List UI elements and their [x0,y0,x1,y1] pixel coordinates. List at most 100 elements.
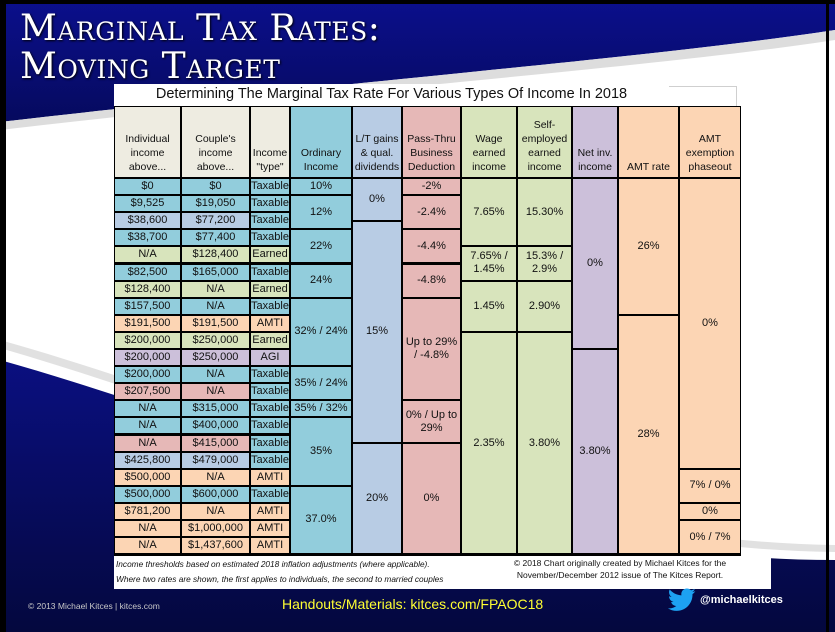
couple-threshold-cell: $1,437,600 [181,537,250,555]
individual-threshold-cell: $200,000 [114,331,181,349]
couple-threshold-cell: N/A [181,383,250,401]
amt-exemption-phaseout-rate: 7% / 0% [679,468,741,503]
ltcg-rate: 20% [352,443,402,555]
individual-threshold-cell: $200,000 [114,366,181,384]
individual-threshold-cell: $207,500 [114,383,181,401]
column-header: AMT rate [618,106,679,178]
credit-line-2: November/December 2012 issue of The Kitc… [516,570,724,580]
net-investment-income-rate: 0% [572,178,618,349]
passthru-deduction-rate: -2.4% [402,195,461,230]
individual-threshold-cell: $425,800 [114,451,181,469]
couple-threshold-cell: $1,000,000 [181,520,250,538]
twitter-bird-icon [668,588,696,611]
wage-income-rate: 2.35% [461,331,517,555]
column-header: L/T gains & qual. dividends [352,106,402,178]
income-type-cell: Taxable [250,195,290,213]
income-type-cell: Taxable [250,434,290,452]
couple-threshold-cell: $0 [181,178,250,196]
couple-threshold-cell: $479,000 [181,451,250,469]
table-title: Determining The Marginal Tax Rate For Va… [155,86,628,102]
income-type-cell: Taxable [250,178,290,196]
individual-threshold-cell: $38,600 [114,212,181,230]
column-header: Individual income above... [114,106,181,178]
column-header: Net inv. income [572,106,618,178]
ordinary-income-rate: 12% [290,195,352,230]
amt-exemption-phaseout-rate: 0% [679,178,741,469]
income-type-cell: Taxable [250,383,290,401]
income-type-cell: Taxable [250,297,290,315]
couple-threshold-cell: $600,000 [181,485,250,503]
note-thresholds: Income thresholds based on estimated 201… [116,559,430,569]
individual-threshold-cell: $38,700 [114,229,181,247]
income-type-cell: Taxable [250,485,290,503]
slide-title: Marginal Tax Rates: Moving Target [20,10,380,86]
self-employed-rate: 15.30% [517,178,572,247]
footer-copyright: © 2013 Michael Kitces | kitces.com [28,601,160,611]
net-investment-income-rate: 3.80% [572,349,618,555]
individual-threshold-cell: $82,500 [114,263,181,281]
income-type-cell: Earned [250,280,290,298]
couple-threshold-cell: $77,200 [181,212,250,230]
individual-threshold-cell: N/A [114,537,181,555]
individual-threshold-cell: N/A [114,246,181,264]
passthru-deduction-rate: 0% / Up to 29% [402,400,461,444]
passthru-deduction-rate: -4.4% [402,229,461,264]
ordinary-income-rate: 35% [290,417,352,486]
income-type-cell: Taxable [250,229,290,247]
ltcg-rate: 15% [352,220,402,444]
ordinary-income-rate: 35% / 32% [290,400,352,418]
income-type-cell: Taxable [250,212,290,230]
amt-exemption-phaseout-rate: 0% / 7% [679,520,741,555]
individual-threshold-cell: N/A [114,400,181,418]
table-title-background [114,84,669,106]
ordinary-income-rate: 32% / 24% [290,297,352,367]
self-employed-rate: 15.3% / 2.9% [517,246,572,281]
column-header: Self-employed earned income [517,106,572,178]
passthru-deduction-rate: Up to 29% / -4.8% [402,297,461,401]
income-type-cell: Taxable [250,263,290,281]
individual-threshold-cell: $200,000 [114,349,181,367]
income-type-cell: AGI [250,349,290,367]
ordinary-income-rate: 35% / 24% [290,366,352,401]
income-type-cell: Taxable [250,366,290,384]
footer-twitter-handle[interactable]: @michaelkitces [700,594,783,606]
couple-threshold-cell: N/A [181,366,250,384]
couple-threshold-cell: $19,050 [181,195,250,213]
ordinary-income-rate: 37.0% [290,485,352,555]
wage-income-rate: 7.65% [461,178,517,247]
couple-threshold-cell: $400,000 [181,417,250,435]
column-header: Ordinary Income [290,106,352,178]
individual-threshold-cell: $781,200 [114,502,181,520]
column-header: Income "type" [250,106,290,178]
individual-threshold-cell: $9,525 [114,195,181,213]
couple-threshold-cell: $250,000 [181,331,250,349]
column-header: Pass-Thru Business Deduction [402,106,461,178]
note-two-rates: Where two rates are shown, the first app… [116,574,444,584]
income-type-cell: AMTI [250,468,290,486]
amt-exemption-phaseout-rate: 0% [679,502,741,520]
footer-handouts-link[interactable]: Handouts/Materials: kitces.com/FPAOC18 [282,596,544,612]
tax-rate-table: Individual income above... Couple's incom… [114,106,741,556]
amt-rate: 28% [618,314,679,555]
couple-threshold-cell: $165,000 [181,263,250,281]
ordinary-income-rate: 10% [290,178,352,196]
income-type-cell: AMTI [250,502,290,520]
ordinary-income-rate: 24% [290,263,352,298]
individual-threshold-cell: $0 [114,178,181,196]
couple-threshold-cell: N/A [181,502,250,520]
credit-line-1: © 2018 Chart originally created by Micha… [513,558,727,568]
income-type-cell: Earned [250,246,290,264]
income-type-cell: AMTI [250,314,290,332]
self-employed-rate: 2.90% [517,280,572,332]
couple-threshold-cell: N/A [181,468,250,486]
ordinary-income-rate: 22% [290,229,352,264]
column-header: AMT exemption phaseout [679,106,741,178]
ltcg-rate: 0% [352,178,402,221]
notes-background [114,556,771,589]
self-employed-rate: 3.80% [517,331,572,555]
individual-threshold-cell: $157,500 [114,297,181,315]
individual-threshold-cell: $500,000 [114,485,181,503]
amt-rate: 26% [618,178,679,315]
income-type-cell: Taxable [250,400,290,418]
